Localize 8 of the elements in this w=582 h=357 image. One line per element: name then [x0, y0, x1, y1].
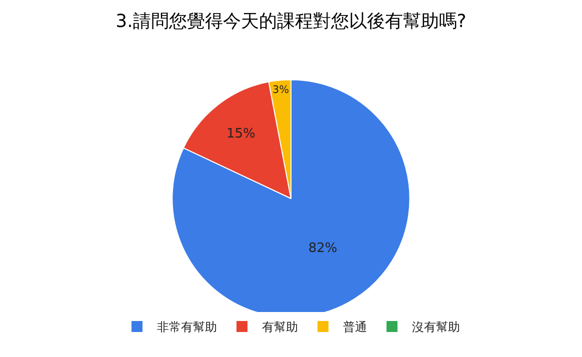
data-label: 3%	[272, 84, 290, 96]
legend-label: 有幫助	[262, 320, 298, 334]
legend-label: 普通	[343, 320, 367, 334]
data-label: 15%	[226, 126, 256, 142]
data-label: 82%	[308, 241, 338, 256]
legend-label: 沒有幫助	[412, 320, 460, 334]
legend-label: 非常有幫助	[157, 320, 217, 334]
chart-title: 3.請問您覺得今天的課程對您以後有幫助嗎?	[116, 10, 466, 32]
